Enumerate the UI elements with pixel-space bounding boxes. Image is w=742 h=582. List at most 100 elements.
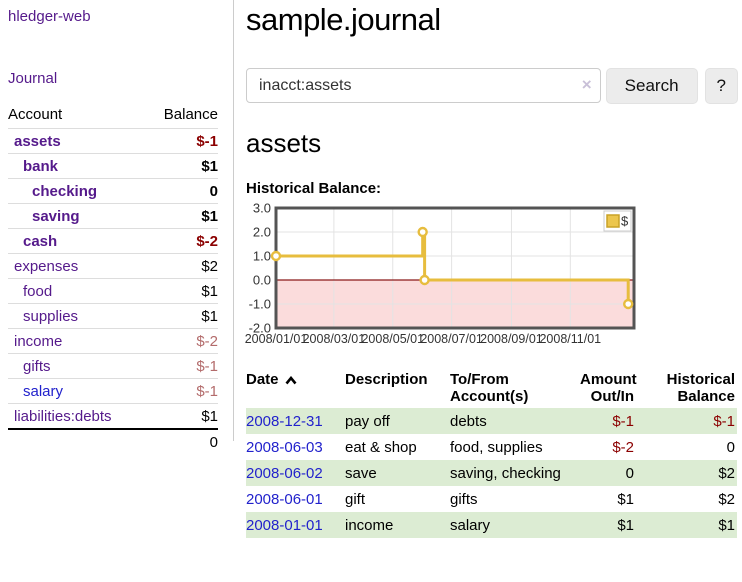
x-axis-tick-label: 2008/05/01 bbox=[361, 332, 424, 346]
account-link-supplies[interactable]: supplies bbox=[23, 308, 79, 325]
chart-title: Historical Balance: bbox=[246, 180, 382, 197]
x-axis-tick-label: 2008/03/01 bbox=[303, 332, 366, 346]
transaction-date-link[interactable]: 2008-06-02 bbox=[246, 465, 323, 482]
account-link-liabilities-debts[interactable]: liabilities:debts bbox=[14, 408, 112, 425]
account-balance: $-1 bbox=[145, 378, 218, 404]
account-name-cell: salary bbox=[8, 378, 146, 404]
account-link-checking[interactable]: checking bbox=[32, 183, 98, 200]
transaction-balance: 0 bbox=[726, 439, 735, 456]
transaction-row: 2008-06-01 gift gifts $1 $2 bbox=[246, 486, 737, 512]
transaction-balance: $2 bbox=[642, 460, 737, 486]
legend-label: $ bbox=[621, 214, 629, 229]
transaction-amount: $-1 bbox=[580, 408, 642, 434]
account-link-salary[interactable]: salary bbox=[23, 383, 64, 400]
accounts-header-balance: Balance bbox=[163, 106, 218, 123]
account-link-bank[interactable]: bank bbox=[23, 158, 59, 175]
transaction-accounts: gifts bbox=[450, 491, 478, 508]
account-balance: $-2 bbox=[145, 328, 218, 354]
account-link-cash[interactable]: cash bbox=[23, 233, 58, 250]
account-name-cell: assets bbox=[8, 128, 146, 154]
transaction-date-link[interactable]: 2008-01-01 bbox=[246, 517, 323, 534]
account-link-saving[interactable]: saving bbox=[32, 208, 80, 225]
account-row: supplies $1 bbox=[8, 303, 218, 329]
data-point-marker bbox=[417, 226, 428, 238]
account-link-income[interactable]: income bbox=[14, 333, 63, 350]
transaction-row: 2008-06-02 save saving, checking 0 $2 bbox=[246, 460, 737, 486]
account-link-expenses[interactable]: expenses bbox=[14, 258, 79, 275]
transaction-amount: $1 bbox=[617, 491, 634, 508]
account-link-gifts[interactable]: gifts bbox=[23, 358, 51, 375]
accounts-header-account: Account bbox=[8, 106, 63, 123]
account-row: saving $1 bbox=[8, 203, 218, 229]
account-link-assets[interactable]: assets bbox=[14, 133, 61, 150]
account-row: expenses $2 bbox=[8, 253, 218, 279]
transaction-date-link[interactable]: 2008-12-31 bbox=[246, 413, 323, 430]
y-axis-tick-label: -2.0 bbox=[249, 321, 271, 336]
y-axis-tick-label: 3.0 bbox=[253, 201, 271, 216]
x-axis-tick-label: 2008/01/01 bbox=[245, 332, 308, 346]
account-name-cell: saving bbox=[8, 203, 146, 229]
y-axis-tick-label: 2.0 bbox=[253, 225, 271, 240]
account-name-cell: gifts bbox=[8, 353, 146, 379]
accounts-total-row: 0 bbox=[8, 428, 218, 454]
account-name-cell: supplies bbox=[8, 303, 146, 329]
transactions-header-amount: Amount Out/In bbox=[580, 371, 637, 405]
x-axis-tick-label: 2008/09/01 bbox=[480, 332, 543, 346]
account-balance: $2 bbox=[145, 253, 218, 279]
account-row: assets $-1 bbox=[8, 128, 218, 154]
account-row: salary $-1 bbox=[8, 378, 218, 404]
account-row: liabilities:debts $1 bbox=[8, 403, 218, 429]
transaction-description: gift bbox=[345, 491, 366, 508]
search-bar: × Search ? bbox=[246, 67, 738, 104]
help-button[interactable]: ? bbox=[704, 67, 738, 104]
transaction-date-cell: 2008-06-03 bbox=[246, 434, 345, 460]
data-point-marker bbox=[419, 274, 430, 286]
transaction-accounts: food, supplies bbox=[450, 439, 543, 456]
search-input[interactable] bbox=[246, 68, 601, 103]
app-title-link[interactable]: hledger-web bbox=[8, 8, 91, 25]
account-name-cell: checking bbox=[8, 178, 146, 204]
transaction-balance: $2 bbox=[718, 491, 735, 508]
y-axis-tick-label: -1.0 bbox=[249, 297, 271, 312]
account-row: income $-2 bbox=[8, 328, 218, 354]
journal-nav: Journal bbox=[8, 70, 223, 88]
search-button[interactable]: Search bbox=[605, 67, 698, 104]
transactions-header-account: To/From Account(s) bbox=[450, 371, 529, 405]
account-balance: $1 bbox=[145, 303, 218, 329]
transaction-date-link[interactable]: 2008-06-01 bbox=[246, 491, 323, 508]
account-name-cell: liabilities:debts bbox=[8, 403, 146, 429]
account-balance: $-1 bbox=[145, 353, 218, 379]
transaction-date-cell: 2008-01-01 bbox=[246, 512, 345, 538]
account-row: bank $1 bbox=[8, 153, 218, 179]
transaction-date-cell: 2008-06-01 bbox=[246, 486, 345, 512]
transaction-row: 2008-12-31 pay off debts $-1 $-1 bbox=[246, 408, 737, 434]
y-axis-tick-label: 1.0 bbox=[253, 249, 271, 264]
account-row: checking 0 bbox=[8, 178, 218, 204]
transactions-table: Date Description To/From Account(s) Amou… bbox=[246, 368, 737, 538]
journal-link[interactable]: Journal bbox=[8, 70, 58, 87]
transaction-balance: $-1 bbox=[642, 408, 737, 434]
account-balance: $1 bbox=[145, 153, 218, 179]
transaction-balance: $1 bbox=[642, 512, 737, 538]
transaction-accounts: debts bbox=[450, 408, 580, 434]
account-balance: $1 bbox=[145, 203, 218, 229]
account-name-cell: food bbox=[8, 278, 146, 304]
account-name-cell: expenses bbox=[8, 253, 146, 279]
search-input-wrap: × bbox=[246, 68, 601, 103]
transactions-header-row: Date Description To/From Account(s) Amou… bbox=[246, 368, 737, 408]
account-name-cell: bank bbox=[8, 153, 146, 179]
account-row: food $1 bbox=[8, 278, 218, 304]
transactions-header-date[interactable]: Date bbox=[246, 368, 345, 408]
transaction-row: 2008-06-03 eat & shop food, supplies $-2 0 bbox=[246, 434, 737, 460]
transaction-date-link[interactable]: 2008-06-03 bbox=[246, 439, 323, 456]
y-axis-tick-label: 0.0 bbox=[253, 273, 271, 288]
account-link-food[interactable]: food bbox=[23, 283, 53, 300]
page-title: sample.journal bbox=[246, 2, 441, 37]
app-title: hledger-web bbox=[8, 8, 223, 26]
transaction-amount: $-2 bbox=[612, 439, 634, 456]
clear-search-icon[interactable]: × bbox=[581, 75, 592, 94]
account-balance: $1 bbox=[145, 278, 218, 304]
data-point-marker bbox=[623, 298, 634, 310]
transaction-date-cell: 2008-06-02 bbox=[246, 460, 345, 486]
